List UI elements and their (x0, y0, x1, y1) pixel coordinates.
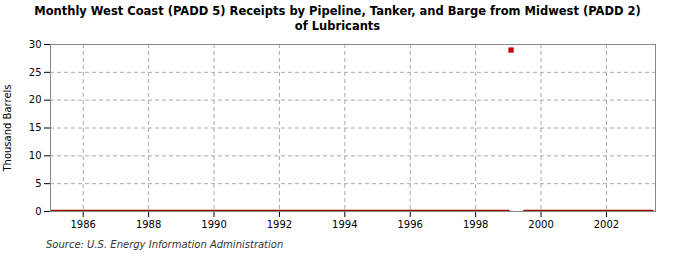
svg-text:1998: 1998 (463, 218, 488, 229)
svg-text:1992: 1992 (267, 218, 292, 229)
svg-text:20: 20 (29, 94, 42, 105)
svg-text:15: 15 (29, 122, 42, 133)
html-text:Source: U.S. Energy Informatio: Source: U.S. Energy Information Administ… (46, 238, 284, 250)
svg-text:1986: 1986 (70, 218, 95, 229)
svg-text:25: 25 (29, 66, 42, 77)
svg-text:30: 30 (29, 39, 42, 50)
html-text:Monthly West Coast (PADD 5) Re: Monthly West Coast (PADD 5) Receipts by … (34, 4, 641, 33)
svg-text:5: 5 (35, 178, 41, 189)
svg-text:1990: 1990 (201, 218, 226, 229)
svg-text:2000: 2000 (528, 218, 553, 229)
svg-text:2002: 2002 (594, 218, 619, 229)
svg-text:10: 10 (29, 150, 42, 161)
svg-text:Thousand Barrels: Thousand Barrels (2, 84, 13, 172)
svg-text:1994: 1994 (332, 218, 357, 229)
svg-text:0: 0 (35, 206, 41, 217)
svg-text:1988: 1988 (136, 218, 161, 229)
svg-text:1996: 1996 (398, 218, 423, 229)
